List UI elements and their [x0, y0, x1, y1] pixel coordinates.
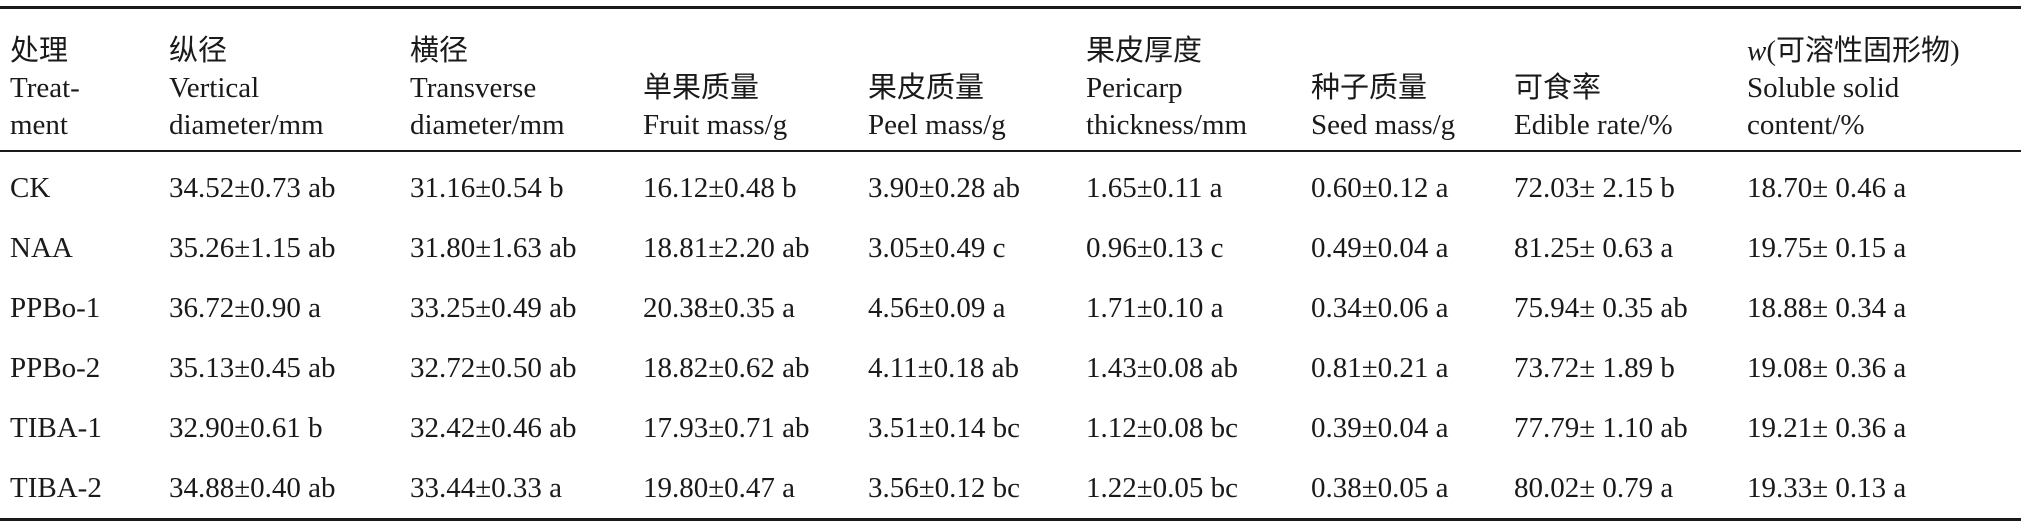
value-cell: 34.88±0.40 ab [169, 472, 336, 504]
table-row: NAA 35.26±1.15 ab 31.80±1.63 ab 18.81±2.20 … [0, 218, 2021, 278]
header-text: 种子质量 [1311, 72, 1428, 104]
treatment-cell: PPBo-1 [10, 292, 101, 324]
header-seed-mass: 种子质量 Seed mass/g [1301, 8, 1504, 152]
value-cell: 1.22±0.05 bc [1086, 472, 1239, 504]
value-cell: 0.38±0.05 a [1311, 472, 1449, 504]
treatment-cell: CK [10, 172, 51, 204]
value-cell: 35.26±1.15 ab [169, 232, 336, 264]
header-text: Fruit mass/g [643, 109, 788, 141]
header-text: 纵径 [169, 35, 228, 67]
value-cell: 72.03± 2.15 b [1514, 172, 1675, 204]
treatment-cell: PPBo-2 [10, 352, 101, 384]
header-text: Seed mass/g [1311, 109, 1456, 141]
value-cell: 81.25± 0.63 a [1514, 232, 1674, 264]
value-cell: 19.33± 0.13 a [1747, 472, 1907, 504]
header-transverse-diameter: 横径 Transverse diameter/mm [400, 8, 633, 152]
value-cell: 1.12±0.08 bc [1086, 412, 1239, 444]
value-cell: 18.88± 0.34 a [1747, 292, 1907, 324]
value-cell: 31.80±1.63 ab [410, 232, 577, 264]
header-text: Vertical [169, 72, 260, 104]
header-fruit-mass: 单果质量 Fruit mass/g [633, 8, 858, 152]
table-row: TIBA-2 34.88±0.40 ab 33.44±0.33 a 19.80±0.4… [0, 458, 2021, 520]
value-cell: 35.13±0.45 ab [169, 352, 336, 384]
value-cell: 0.60±0.12 a [1311, 172, 1449, 204]
header-text: 果皮厚度 [1086, 35, 1203, 67]
value-cell: 77.79± 1.10 ab [1514, 412, 1688, 444]
table-row: PPBo-1 36.72±0.90 a 33.25±0.49 ab 20.38±0.3… [0, 278, 2021, 338]
value-cell: 19.21± 0.36 a [1747, 412, 1907, 444]
value-cell: 19.75± 0.15 a [1747, 232, 1907, 264]
value-cell: 80.02± 0.79 a [1514, 472, 1674, 504]
value-cell: 0.39±0.04 a [1311, 412, 1449, 444]
value-cell: 0.96±0.13 c [1086, 232, 1224, 264]
value-cell: 1.71±0.10 a [1086, 292, 1224, 324]
value-cell: 31.16±0.54 b [410, 172, 564, 204]
header-text: Treat- [10, 72, 80, 104]
table-row: CK 34.52±0.73 ab 31.16±0.54 b 16.12±0.48 b 3… [0, 151, 2021, 218]
value-cell: 18.70± 0.46 a [1747, 172, 1907, 204]
header-text: thickness/mm [1086, 109, 1248, 141]
value-cell: 18.82±0.62 ab [643, 352, 810, 384]
header-vertical-diameter: 纵径 Vertical diameter/mm [159, 8, 400, 152]
header-soluble-solid: w(可溶性固形物) Soluble solid content/% [1737, 8, 2021, 152]
header-text: 果皮质量 [868, 72, 985, 104]
header-text: 横径 [410, 35, 469, 67]
value-cell: 1.65±0.11 a [1086, 172, 1223, 204]
header-text: Soluble solid [1747, 72, 1900, 104]
table-body: CK 34.52±0.73 ab 31.16±0.54 b 16.12±0.48 b 3… [0, 151, 2021, 520]
table-row: PPBo-2 35.13±0.45 ab 32.72±0.50 ab 18.82±0.… [0, 338, 2021, 398]
value-cell: 17.93±0.71 ab [643, 412, 810, 444]
header-text: 单果质量 [643, 72, 760, 104]
value-cell: 33.25±0.49 ab [410, 292, 577, 324]
value-cell: 4.56±0.09 a [868, 292, 1006, 324]
header-text: diameter/mm [410, 109, 565, 141]
value-cell: 18.81±2.20 ab [643, 232, 810, 264]
value-cell: 19.08± 0.36 a [1747, 352, 1907, 384]
header-text: (可溶性固形物) [1766, 35, 1960, 67]
value-cell: 4.11±0.18 ab [868, 352, 1019, 384]
treatment-cell: NAA [10, 232, 73, 264]
header-treatment: 处理 Treat- ment [0, 8, 159, 152]
value-cell: 3.56±0.12 bc [868, 472, 1021, 504]
value-cell: 32.42±0.46 ab [410, 412, 577, 444]
header-peel-mass: 果皮质量 Peel mass/g [858, 8, 1076, 152]
header-first-line: w(可溶性固形物) [1747, 33, 2021, 70]
header-text: Edible rate/% [1514, 109, 1673, 141]
value-cell: 32.90±0.61 b [169, 412, 323, 444]
value-cell: 33.44±0.33 a [410, 472, 563, 504]
value-cell: 0.81±0.21 a [1311, 352, 1449, 384]
header-text: 可食率 [1514, 72, 1602, 104]
value-cell: 36.72±0.90 a [169, 292, 322, 324]
value-cell: 19.80±0.47 a [643, 472, 796, 504]
header-text: Transverse [410, 72, 537, 104]
header-text: content/% [1747, 109, 1865, 141]
header-text: diameter/mm [169, 109, 324, 141]
value-cell: 3.51±0.14 bc [868, 412, 1021, 444]
header-pericarp-thickness: 果皮厚度 Pericarp thickness/mm [1076, 8, 1301, 152]
value-cell: 3.05±0.49 c [868, 232, 1006, 264]
fruit-quality-table: 处理 Treat- ment 纵径 Vertical diameter/mm 横… [0, 6, 2021, 521]
header-text: 处理 [10, 35, 69, 67]
header-row: 处理 Treat- ment 纵径 Vertical diameter/mm 横… [0, 7, 2021, 152]
value-cell: 3.90±0.28 ab [868, 172, 1021, 204]
header-text: Peel mass/g [868, 109, 1006, 141]
treatment-cell: TIBA-1 [10, 412, 102, 444]
header-edible-rate: 可食率 Edible rate/% [1504, 8, 1737, 152]
header-text: Pericarp [1086, 72, 1183, 104]
value-cell: 32.72±0.50 ab [410, 352, 577, 384]
value-cell: 0.34±0.06 a [1311, 292, 1449, 324]
table-row: TIBA-1 32.90±0.61 b 32.42±0.46 ab 17.93±0.7… [0, 398, 2021, 458]
table-header: 处理 Treat- ment 纵径 Vertical diameter/mm 横… [0, 7, 2021, 152]
value-cell: 73.72± 1.89 b [1514, 352, 1675, 384]
treatment-cell: TIBA-2 [10, 472, 102, 504]
value-cell: 75.94± 0.35 ab [1514, 292, 1688, 324]
value-cell: 1.43±0.08 ab [1086, 352, 1239, 384]
value-cell: 16.12±0.48 b [643, 172, 797, 204]
header-text: ment [10, 109, 68, 141]
value-cell: 34.52±0.73 ab [169, 172, 336, 204]
value-cell: 0.49±0.04 a [1311, 232, 1449, 264]
table-figure: 处理 Treat- ment 纵径 Vertical diameter/mm 横… [0, 7, 2021, 520]
value-cell: 20.38±0.35 a [643, 292, 796, 324]
w-symbol: w [1747, 35, 1767, 67]
